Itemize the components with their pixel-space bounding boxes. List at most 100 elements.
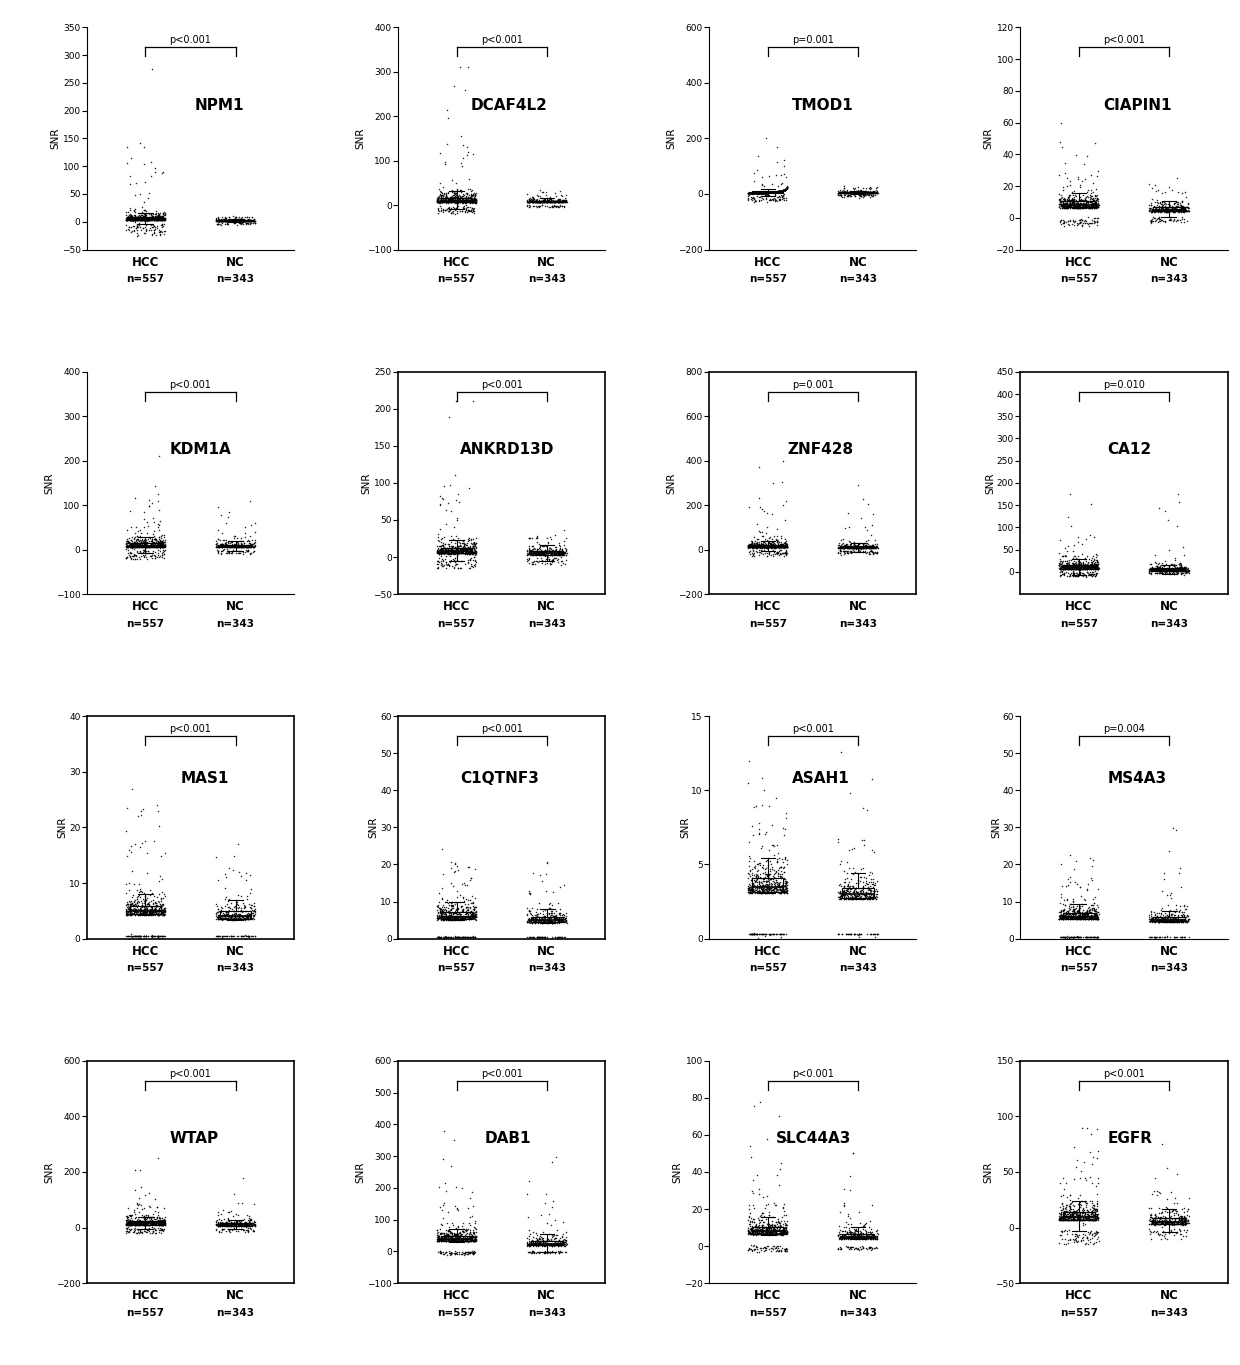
Point <box>851 536 870 558</box>
Point <box>765 1215 785 1237</box>
Point <box>446 538 466 560</box>
Point <box>1065 1200 1085 1222</box>
Point <box>218 1208 238 1230</box>
Point <box>846 541 866 562</box>
Point <box>745 183 765 205</box>
Point <box>1147 554 1167 576</box>
Point <box>838 535 858 557</box>
Point <box>460 908 480 930</box>
Point <box>1066 195 1086 217</box>
Point <box>828 1238 848 1260</box>
Point <box>151 902 171 924</box>
Point <box>150 534 170 556</box>
Point <box>1164 560 1184 581</box>
Point <box>1080 1201 1100 1223</box>
Point <box>1143 558 1163 580</box>
Point <box>1060 556 1080 577</box>
Point <box>238 213 258 235</box>
Point <box>771 531 791 553</box>
Point <box>432 1227 451 1249</box>
Point <box>1052 1207 1071 1228</box>
Point <box>1143 558 1163 580</box>
Point <box>1148 909 1168 931</box>
Point <box>835 882 854 904</box>
Point <box>120 1205 140 1227</box>
Point <box>1145 560 1164 581</box>
Point <box>854 180 874 202</box>
Point <box>231 902 250 924</box>
Point <box>857 1227 877 1249</box>
Point <box>753 521 773 543</box>
Point <box>1068 908 1087 930</box>
Point <box>1068 1203 1087 1224</box>
Point <box>743 536 763 558</box>
Point <box>428 188 448 210</box>
Point <box>463 188 482 210</box>
Point <box>118 536 138 558</box>
Point <box>119 536 139 558</box>
Point <box>460 906 480 928</box>
Point <box>1154 192 1174 214</box>
Point <box>1157 1213 1177 1235</box>
Point <box>551 542 570 564</box>
Point <box>831 536 851 558</box>
Point <box>744 169 764 191</box>
Point <box>448 1227 467 1249</box>
Point <box>552 550 572 572</box>
Point <box>1172 1209 1192 1231</box>
Point <box>1053 186 1073 207</box>
Point <box>546 1227 565 1249</box>
Point <box>758 182 777 203</box>
Point <box>1061 190 1081 212</box>
Point <box>1084 197 1104 218</box>
Point <box>146 206 166 228</box>
Point <box>217 535 237 557</box>
Point <box>738 1219 758 1241</box>
Point <box>465 191 485 213</box>
Point <box>749 882 769 904</box>
Point <box>1073 184 1092 206</box>
Point <box>863 1223 883 1245</box>
Point <box>739 850 759 872</box>
Text: CIAPIN1: CIAPIN1 <box>1104 97 1172 112</box>
Point <box>1086 1197 1106 1219</box>
Point <box>768 879 787 901</box>
Point <box>1050 549 1070 571</box>
Point <box>434 554 454 576</box>
Point <box>838 889 858 910</box>
Point <box>1158 194 1178 216</box>
Point <box>213 539 233 561</box>
Point <box>831 535 851 557</box>
Point <box>466 1220 486 1242</box>
Point <box>1149 1182 1169 1204</box>
Point <box>1168 195 1188 217</box>
Point <box>854 182 874 203</box>
Point <box>129 927 149 949</box>
Point <box>229 212 249 233</box>
Point <box>444 536 464 558</box>
Point <box>118 535 138 557</box>
Point <box>449 536 469 558</box>
Point <box>210 1215 229 1237</box>
Point <box>526 550 546 572</box>
Point <box>213 925 233 947</box>
Point <box>1066 901 1086 923</box>
Point <box>120 534 140 556</box>
Point <box>206 534 226 556</box>
Point <box>544 902 564 924</box>
Point <box>1055 1207 1075 1228</box>
Point <box>742 183 761 205</box>
Point <box>1177 910 1197 932</box>
Point <box>215 906 234 928</box>
Point <box>1070 876 1090 898</box>
Point <box>835 536 854 558</box>
Point <box>1171 894 1190 916</box>
Point <box>756 1218 776 1239</box>
Point <box>542 541 562 562</box>
Point <box>531 908 551 930</box>
Point <box>766 530 786 551</box>
Point <box>122 534 141 556</box>
Point <box>1147 190 1167 212</box>
Point <box>464 925 484 947</box>
Point <box>1061 554 1081 576</box>
